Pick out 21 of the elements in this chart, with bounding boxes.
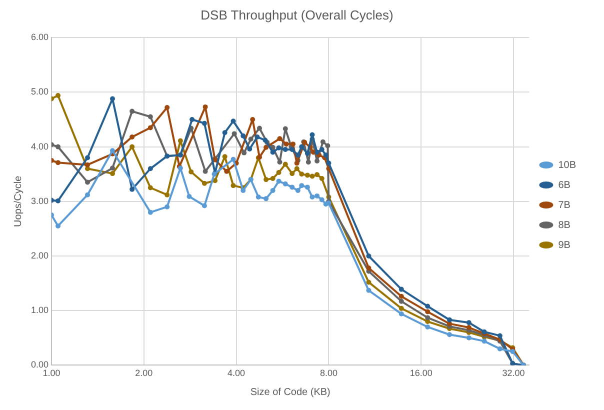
y-tick-label: 0.00: [30, 360, 49, 370]
x-axis-title: Size of Code (KB): [250, 386, 330, 398]
y-tick-label: 4.00: [30, 141, 49, 152]
y-tick-label: 1.00: [30, 305, 49, 316]
x-tick-label: 16.00: [410, 368, 432, 378]
y-tick-label: 2.00: [30, 250, 49, 260]
legend-label: 8B: [558, 220, 571, 231]
legend-label: 9B: [558, 240, 571, 251]
legend-label: 10B: [558, 160, 576, 171]
x-tick-label: 2.00: [135, 368, 153, 378]
y-tick-label: 6.00: [30, 32, 49, 42]
legend-label: 7B: [558, 200, 571, 211]
x-tick-label: 8.00: [320, 368, 338, 378]
y-tick-label: 3.00: [30, 196, 49, 206]
y-axis-title: Uops/Cycle: [12, 175, 24, 227]
legend-label: 6B: [558, 180, 571, 191]
chart-title: DSB Throughput (Overall Cycles): [200, 7, 394, 22]
x-tick-label: 4.00: [228, 368, 246, 378]
y-tick-label: 5.00: [30, 86, 49, 97]
x-tick-label: 32.00: [502, 368, 525, 378]
x-tick-label: 1.00: [42, 368, 60, 378]
